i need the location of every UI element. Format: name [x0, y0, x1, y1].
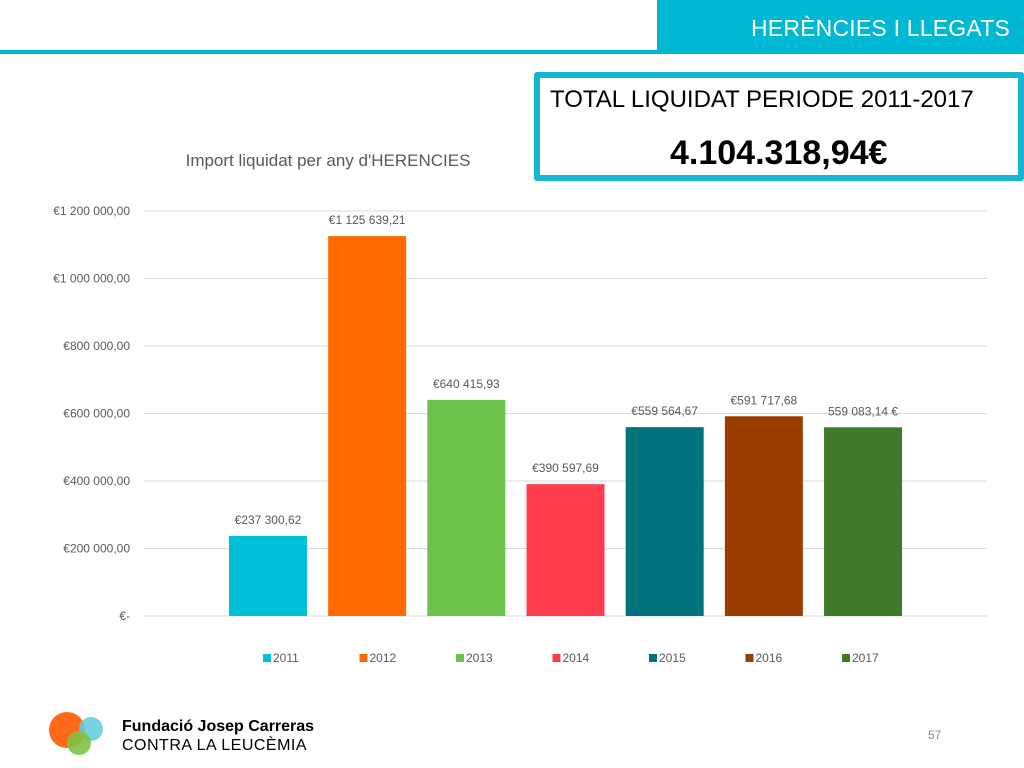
bar-2016 [724, 416, 803, 616]
legend-label: 2011 [273, 651, 299, 665]
bar-2014 [526, 484, 605, 616]
legend-swatch [456, 654, 464, 662]
bar-chart: Import liquidat per any d'HERENCIES €- €20… [53, 151, 987, 665]
org-subtitle: CONTRA LA LEUCÈMIA [122, 737, 308, 754]
data-label: €1 125 639,21 [329, 213, 406, 227]
legend-swatch [649, 654, 657, 662]
data-label: €559 564,67 [631, 404, 698, 418]
logo-circle-green [67, 731, 91, 755]
data-label: 559 083,14 € [828, 404, 898, 418]
y-tick-label: €400 000,00 [63, 474, 130, 488]
legend-label: 2016 [756, 651, 783, 665]
total-callout: TOTAL LIQUIDAT PERIODE 2011-2017 4.104.3… [534, 72, 1024, 181]
y-tick-label: €- [119, 609, 130, 623]
data-label: €591 717,68 [730, 393, 797, 407]
legend-swatch [263, 654, 271, 662]
y-tick-label: €1 200 000,00 [53, 204, 130, 218]
y-tick-label: €200 000,00 [63, 542, 130, 556]
legend-label: 2013 [466, 651, 493, 665]
page-number: 57 [928, 728, 942, 742]
data-label: €237 300,62 [235, 513, 302, 527]
bar-2011 [228, 535, 307, 616]
header-rule [0, 50, 1024, 54]
legend-label: 2017 [852, 651, 879, 665]
logo-icon [49, 712, 103, 755]
legend-swatch [842, 654, 850, 662]
section-title: HERÈNCIES I LLEGATS [657, 0, 1024, 52]
legend-label: 2014 [563, 651, 590, 665]
legend-swatch [359, 654, 368, 662]
data-label: €640 415,93 [433, 377, 500, 391]
bar-2012 [328, 236, 407, 616]
legend-swatch [552, 654, 561, 662]
bar-2017 [824, 427, 903, 616]
org-name: Fundació Josep Carreras [122, 718, 315, 735]
bar-2013 [427, 399, 506, 616]
data-label: €390 597,69 [532, 461, 599, 475]
legend-label: 2012 [370, 651, 397, 665]
legend-swatch [745, 654, 754, 662]
total-value: 4.104.318,94€ [670, 134, 888, 172]
y-tick-label: €1 000 000,00 [53, 272, 130, 286]
total-label: TOTAL LIQUIDAT PERIODE 2011-2017 [550, 86, 974, 113]
bar-2015 [625, 427, 704, 616]
chart-title: Import liquidat per any d'HERENCIES [186, 151, 471, 170]
y-tick-label: €800 000,00 [63, 339, 130, 353]
legend-label: 2015 [659, 651, 686, 665]
y-tick-label: €600 000,00 [63, 407, 130, 421]
